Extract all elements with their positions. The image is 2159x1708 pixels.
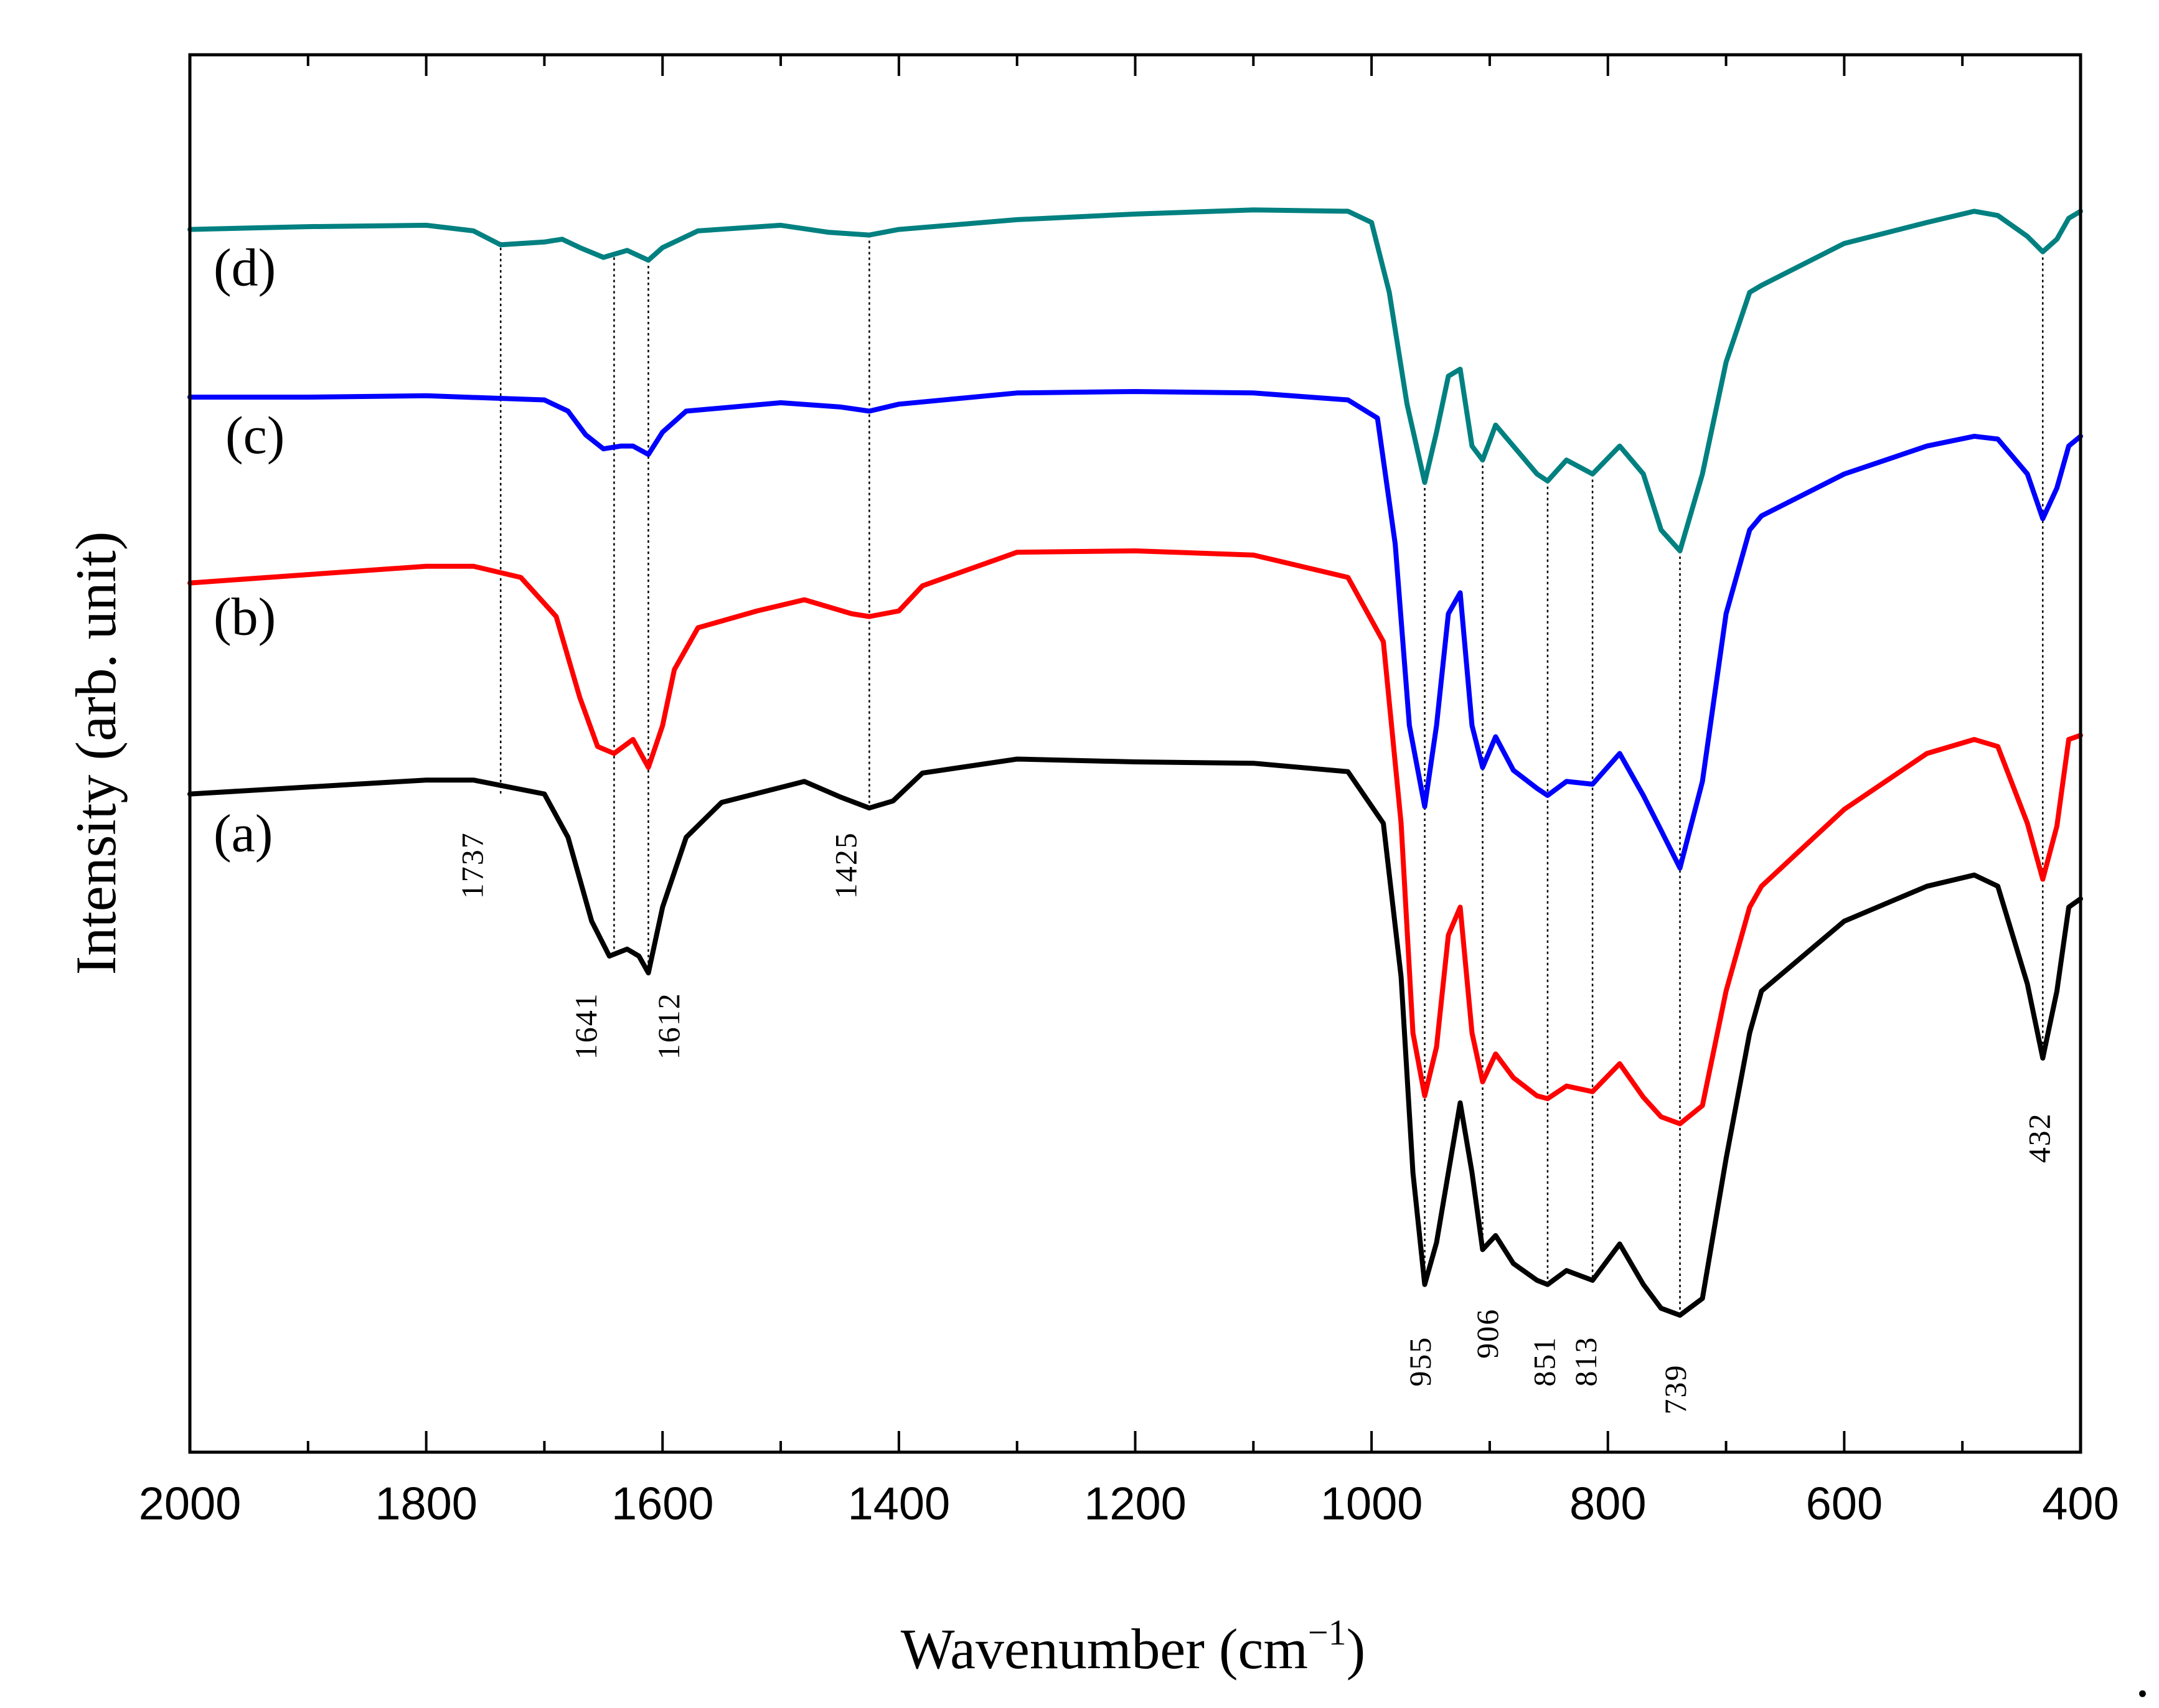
- series-label-d: (d): [214, 237, 276, 297]
- x-tick-label: 1000: [1320, 1478, 1423, 1529]
- x-tick-label: 800: [1569, 1478, 1646, 1529]
- peak-guide-lines: [499, 235, 2044, 1315]
- series-line-d: [187, 207, 2083, 553]
- peak-label: 1641: [568, 992, 603, 1059]
- series-label-b: (b): [214, 587, 276, 647]
- peak-label: 906: [1470, 1308, 1505, 1359]
- x-axis-ticks: 2000 1800 1600 1400 1200 1000 800 600 400: [139, 55, 2119, 1529]
- peak-label: 1737: [455, 832, 490, 899]
- peak-label: 1425: [829, 832, 863, 899]
- series-line-b: [187, 548, 2083, 1127]
- x-tick-label: 400: [2042, 1478, 2119, 1529]
- series-line-c: [187, 389, 2083, 871]
- x-tick-label: 1800: [375, 1478, 477, 1529]
- peak-labels: 1737 1641 1612 1425 955 906 851 813 739 432: [455, 832, 2057, 1414]
- peak-label: 851: [1526, 1336, 1561, 1387]
- x-tick-label: 600: [1806, 1478, 1883, 1529]
- peak-label: 955: [1403, 1336, 1437, 1387]
- x-tick-label: 1600: [611, 1478, 714, 1529]
- spectra-curves: [187, 207, 2083, 1318]
- series-labels: (a) (b) (c) (d): [214, 237, 285, 863]
- x-axis-title-close: ): [1347, 1617, 1366, 1681]
- series-label-c: (c): [225, 405, 285, 465]
- x-axis-title: Wavenumber (cm−1): [901, 1612, 1366, 1681]
- peak-label: 1612: [651, 992, 686, 1059]
- x-tick-label: 1400: [848, 1478, 951, 1529]
- peak-label: 739: [1658, 1364, 1693, 1415]
- series-line-a: [187, 756, 2083, 1318]
- peak-label: 813: [1568, 1336, 1603, 1387]
- peak-label: 432: [2022, 1112, 2057, 1163]
- corner-mark: .: [2135, 1645, 2150, 1708]
- series-label-a: (a): [214, 804, 273, 863]
- y-axis-title: Intensity (arb. unit): [64, 532, 128, 975]
- plot-frame: [188, 53, 2082, 1454]
- x-tick-label: 2000: [139, 1478, 242, 1529]
- x-axis-title-main: Wavenumber (cm: [901, 1617, 1308, 1681]
- x-axis-title-superscript: −1: [1308, 1612, 1347, 1653]
- x-tick-label: 1200: [1084, 1478, 1187, 1529]
